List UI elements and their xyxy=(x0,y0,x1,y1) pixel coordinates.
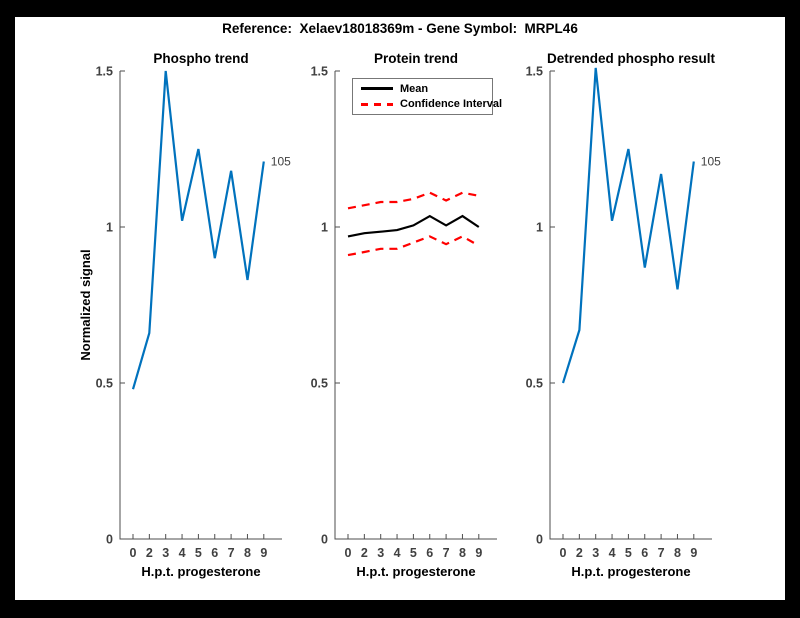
confidence-interval-line-sample xyxy=(361,102,393,106)
x-axis-label: H.p.t. progesterone xyxy=(356,564,475,579)
legend: Mean Confidence Interval xyxy=(352,78,502,115)
series-detrended-phospho xyxy=(561,67,695,384)
legend-label-confidence-interval: Confidence Interval xyxy=(400,98,503,111)
x-tick-label: 4 xyxy=(394,546,401,560)
legend-item-confidence-interval: Confidence Interval xyxy=(353,98,502,110)
x-tick-label: 5 xyxy=(410,546,417,560)
subplot-title: Protein trend xyxy=(374,51,458,66)
y-tick-label: 1 xyxy=(106,221,113,235)
x-tick-label: 6 xyxy=(211,546,218,560)
y-tick-label: 1.5 xyxy=(526,65,543,79)
legend-item-mean: Mean xyxy=(353,83,492,95)
y-tick-label: 0.5 xyxy=(311,377,328,391)
mean-line-sample xyxy=(361,87,393,91)
series-phospho-signal xyxy=(131,70,265,390)
x-tick-label: 7 xyxy=(228,546,235,560)
x-tick-label: 8 xyxy=(674,546,681,560)
x-tick-label: 8 xyxy=(459,546,466,560)
y-tick-label: 1.5 xyxy=(311,65,328,79)
x-tick-label: 6 xyxy=(641,546,648,560)
x-tick-label: 3 xyxy=(377,546,384,560)
x-tick-label: 5 xyxy=(625,546,632,560)
x-tick-label: 3 xyxy=(162,546,169,560)
x-tick-label: 8 xyxy=(244,546,251,560)
y-tick-label: 0.5 xyxy=(96,377,113,391)
x-tick-label: 0 xyxy=(130,546,137,560)
legend-label-mean: Mean xyxy=(400,82,429,95)
y-tick-label: 1 xyxy=(321,221,328,235)
x-tick-label: 0 xyxy=(345,546,352,560)
x-tick-label: 3 xyxy=(592,546,599,560)
series-confidence-lower xyxy=(347,235,480,257)
subplot-title: Detrended phospho result xyxy=(547,51,716,66)
x-tick-label: 7 xyxy=(658,546,665,560)
axes-lines xyxy=(119,71,282,540)
y-tick-label: 1 xyxy=(536,221,543,235)
y-tick-label: 0 xyxy=(536,533,543,547)
y-tick-label: 0 xyxy=(321,533,328,547)
series-end-label: 105 xyxy=(271,154,291,168)
x-axis-label: H.p.t. progesterone xyxy=(571,564,690,579)
x-tick-label: 9 xyxy=(475,546,482,560)
x-tick-label: 5 xyxy=(195,546,202,560)
x-tick-label: 4 xyxy=(609,546,616,560)
y-tick-label: 0.5 xyxy=(526,377,543,391)
x-tick-label: 4 xyxy=(179,546,186,560)
y-tick-label: 0 xyxy=(106,533,113,547)
x-tick-label: 9 xyxy=(260,546,267,560)
axes-lines xyxy=(549,71,712,540)
figure-title: Reference: Xelaev18018369m - Gene Symbol… xyxy=(222,21,578,36)
x-tick-label: 2 xyxy=(576,546,583,560)
series-end-label: 105 xyxy=(701,154,721,168)
x-tick-label: 2 xyxy=(146,546,153,560)
x-tick-label: 2 xyxy=(361,546,368,560)
x-axis-label: H.p.t. progesterone xyxy=(141,564,260,579)
subplot-title: Phospho trend xyxy=(153,51,248,66)
x-tick-label: 7 xyxy=(443,546,450,560)
axes-lines xyxy=(334,71,497,540)
x-tick-label: 6 xyxy=(426,546,433,560)
x-tick-label: 0 xyxy=(560,546,567,560)
x-tick-label: 9 xyxy=(690,546,697,560)
y-axis-label: Normalized signal xyxy=(78,249,93,360)
series-mean xyxy=(347,214,480,238)
series-confidence-upper xyxy=(347,191,480,210)
y-tick-label: 1.5 xyxy=(96,65,113,79)
